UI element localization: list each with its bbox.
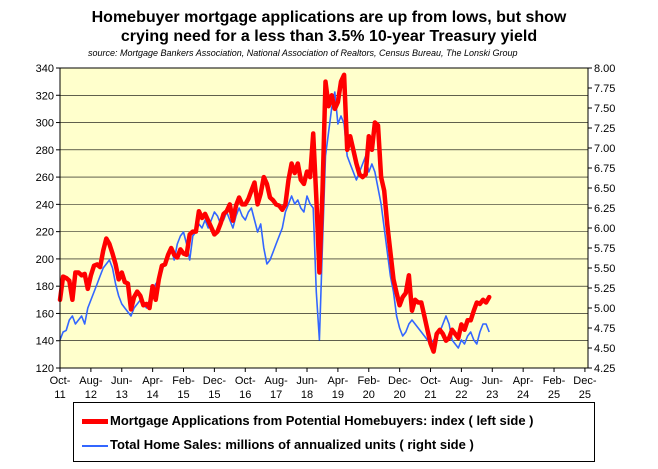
x-tick-label-month: Apr- — [328, 375, 349, 387]
x-tick-label-month: Feb- — [357, 375, 380, 387]
chart-title-line-2: crying need for a less than 3.5% 10-year… — [120, 28, 538, 45]
x-tick-label-year: 16 — [239, 389, 251, 400]
x-tick-label-month: Apr- — [513, 375, 534, 387]
left-tick-label: 320 — [36, 90, 54, 102]
x-tick-label-year: 14 — [147, 389, 159, 400]
x-tick-label-month: Oct- — [420, 375, 441, 387]
x-tick-label-month: Feb- — [543, 375, 566, 387]
right-tick-label: 8.00 — [594, 63, 615, 75]
x-axis: Oct- 11 Aug- 12 Jun- 13 Apr- 14 Feb- 15 Dec- 15 Oct-… — [50, 368, 597, 400]
series-total-home-sales — [59, 91, 490, 349]
right-tick-label: 5.00 — [594, 303, 615, 315]
x-tick-label-year: 23 — [486, 389, 498, 400]
left-tick-label: 160 — [36, 308, 54, 320]
right-tick-label: 4.50 — [594, 343, 615, 355]
x-tick-label-month: Apr- — [142, 375, 163, 387]
x-tick-label-month: Jun- — [296, 375, 318, 387]
right-tick-label: 7.25 — [594, 123, 615, 135]
right-tick-label: 5.75 — [594, 243, 615, 255]
legend-swatch-mortgage — [82, 419, 108, 424]
left-tick-label: 280 — [36, 145, 54, 157]
plot-border — [59, 67, 589, 369]
legend: Mortgage Applications from Potential Hom… — [73, 402, 595, 462]
right-tick-label: 4.75 — [594, 323, 615, 335]
right-tick-label: 6.00 — [594, 223, 615, 235]
series-layer — [57, 72, 492, 354]
x-tick-label-year: 25 — [579, 389, 591, 400]
legend-swatch-sales — [82, 445, 108, 447]
x-tick-label-month: Dec- — [388, 375, 412, 387]
right-tick-label: 5.50 — [594, 263, 615, 275]
x-tick-label-year: 20 — [363, 389, 375, 400]
right-tick-label: 5.25 — [594, 283, 615, 295]
x-tick-label-month: Aug- — [450, 375, 474, 387]
x-tick-label-month: Jun- — [482, 375, 504, 387]
left-tick-label: 200 — [36, 254, 54, 266]
x-tick-label-month: Jun- — [111, 375, 133, 387]
x-tick-label-year: 24 — [517, 389, 529, 400]
x-tick-label-year: 20 — [394, 389, 406, 400]
x-tick-label-year: 12 — [85, 389, 97, 400]
x-tick-label-year: 15 — [208, 389, 220, 400]
chart-area: 120 140 160 180 200 220 240 260 280 300 320 340 4.2… — [36, 63, 616, 400]
right-tick-label: 6.75 — [594, 163, 615, 175]
left-tick-label: 120 — [36, 363, 54, 375]
x-tick-label-month: Dec- — [203, 375, 227, 387]
left-tick-label: 240 — [36, 199, 54, 211]
right-tick-label: 7.00 — [594, 143, 615, 155]
right-tick-label: 7.50 — [594, 103, 615, 115]
x-tick-label-year: 19 — [332, 389, 344, 400]
right-axis: 4.25 4.50 4.75 5.00 5.25 5.50 5.75 6.00 6.25 6.50… — [588, 63, 615, 375]
series-mortgage-applications — [57, 72, 492, 354]
left-axis: 120 140 160 180 200 220 240 260 280 300 320 340 — [36, 63, 60, 375]
legend-label-sales: Total Home Sales: millions of annualized… — [110, 437, 474, 452]
x-tick-label-year: 25 — [548, 389, 560, 400]
x-tick-label-month: Aug- — [79, 375, 103, 387]
chart-title: Homebuyer mortgage applications are up f… — [0, 8, 658, 46]
legend-label-mortgage: Mortgage Applications from Potential Hom… — [110, 413, 534, 428]
right-tick-label: 6.50 — [594, 183, 615, 195]
right-tick-label: 7.75 — [594, 83, 615, 95]
x-tick-label-month: Dec- — [573, 375, 597, 387]
right-tick-label: 4.25 — [594, 363, 615, 375]
x-tick-label-month: Feb- — [172, 375, 195, 387]
chart-title-line-1: Homebuyer mortgage applications are up f… — [91, 9, 567, 26]
left-tick-label: 220 — [36, 227, 54, 239]
x-tick-label-year: 18 — [301, 389, 313, 400]
x-tick-label-month: Oct- — [235, 375, 256, 387]
x-tick-label-month: Oct- — [50, 375, 71, 387]
left-tick-label: 260 — [36, 172, 54, 184]
x-tick-label-year: 17 — [270, 389, 282, 400]
x-tick-label-year: 21 — [424, 389, 436, 400]
x-tick-label-year: 15 — [177, 389, 189, 400]
left-tick-label: 140 — [36, 336, 54, 348]
x-tick-label-year: 11 — [54, 389, 65, 400]
x-tick-label-month: Aug- — [265, 375, 289, 387]
right-tick-label: 6.25 — [594, 203, 615, 215]
x-tick-label-year: 22 — [455, 389, 467, 400]
left-tick-label: 340 — [36, 63, 54, 75]
left-tick-label: 300 — [36, 118, 54, 130]
x-tick-label-year: 13 — [116, 389, 128, 400]
chart-source: source: Mortgage Bankers Association, Na… — [88, 48, 518, 58]
left-tick-label: 180 — [36, 281, 54, 293]
